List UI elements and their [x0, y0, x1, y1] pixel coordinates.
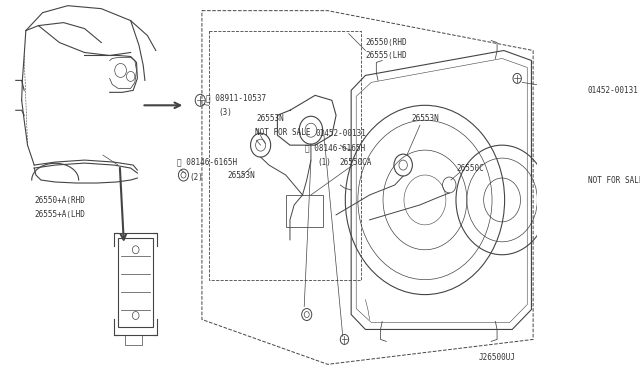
- Text: NOT FOR SALE: NOT FOR SALE: [588, 176, 640, 185]
- Text: 26553N: 26553N: [257, 114, 284, 123]
- Text: (2): (2): [189, 173, 204, 182]
- Text: 26550CA: 26550CA: [339, 158, 372, 167]
- Text: 26553N: 26553N: [227, 170, 255, 180]
- Text: Ⓑ 08146-6165H: Ⓑ 08146-6165H: [177, 158, 237, 167]
- Text: NOT FOR SALE: NOT FOR SALE: [255, 128, 310, 137]
- Bar: [125, 336, 141, 346]
- Bar: [286, 195, 323, 227]
- Text: 01452-00131: 01452-00131: [315, 129, 366, 138]
- Text: Ⓐ 08146-6165H: Ⓐ 08146-6165H: [305, 144, 365, 153]
- Text: 26550C: 26550C: [456, 164, 484, 173]
- Text: J26500UJ: J26500UJ: [479, 353, 516, 362]
- Text: Ⓝ 08911-10537: Ⓝ 08911-10537: [206, 94, 266, 103]
- Text: 26553N: 26553N: [412, 114, 439, 123]
- Text: 26555⟨LHD: 26555⟨LHD: [365, 51, 407, 60]
- Text: 26550⟨RHD: 26550⟨RHD: [365, 38, 407, 47]
- Bar: [118, 238, 154, 327]
- Text: (1): (1): [317, 158, 332, 167]
- Text: 26555+A⟨LHD: 26555+A⟨LHD: [34, 211, 85, 219]
- Text: 01452-00131: 01452-00131: [588, 86, 639, 95]
- Text: (3): (3): [219, 108, 232, 117]
- Text: 26550+A⟨RHD: 26550+A⟨RHD: [34, 195, 85, 205]
